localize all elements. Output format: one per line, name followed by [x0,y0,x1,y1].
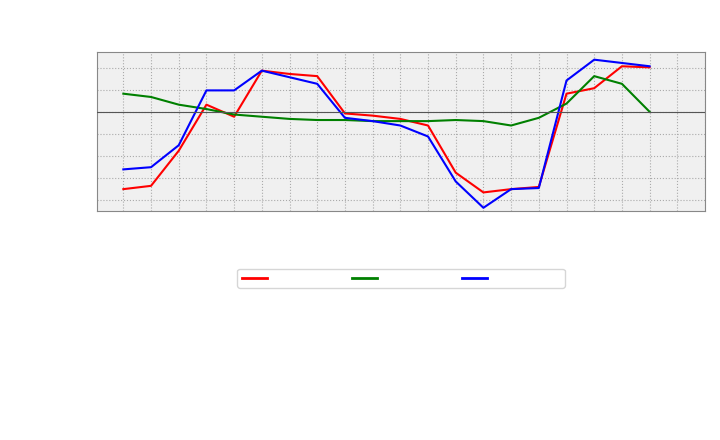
フリーCF [590,57,598,62]
投資CF [590,73,598,79]
フリーCF [285,75,294,80]
フリーCF [369,118,377,124]
フリーCF [562,78,571,83]
営業CF [258,68,266,73]
投資CF [507,123,516,128]
フリーCF [202,88,211,93]
営業CF [451,170,460,175]
Legend: 営業CF, 投資CF, フリーCF: 営業CF, 投資CF, フリーCF [238,269,564,288]
投資CF [423,118,432,124]
営業CF [618,64,626,69]
営業CF [507,187,516,192]
投資CF [645,109,654,114]
営業CF [562,91,571,96]
営業CF [202,102,211,107]
投資CF [451,117,460,123]
Line: 営業CF: 営業CF [123,66,649,192]
フリーCF [119,167,127,172]
営業CF [423,123,432,128]
投資CF [341,117,349,123]
フリーCF [230,88,238,93]
Line: 投資CF: 投資CF [123,76,649,125]
フリーCF [479,205,487,210]
フリーCF [451,179,460,184]
営業CF [341,111,349,116]
営業CF [313,73,322,79]
営業CF [396,116,405,121]
営業CF [369,113,377,118]
営業CF [230,114,238,119]
投資CF [396,118,405,124]
営業CF [479,190,487,195]
営業CF [147,183,156,188]
投資CF [285,116,294,121]
投資CF [369,118,377,124]
フリーCF [507,187,516,192]
営業CF [590,85,598,91]
フリーCF [618,60,626,66]
投資CF [202,106,211,112]
営業CF [285,71,294,77]
投資CF [147,94,156,99]
フリーCF [341,115,349,121]
フリーCF [147,165,156,170]
投資CF [618,81,626,86]
投資CF [119,91,127,96]
フリーCF [534,185,543,191]
フリーCF [258,68,266,73]
営業CF [119,187,127,192]
投資CF [562,101,571,106]
フリーCF [645,64,654,69]
フリーCF [174,143,183,148]
フリーCF [396,123,405,128]
営業CF [174,148,183,154]
Line: フリーCF: フリーCF [123,60,649,208]
営業CF [645,65,654,70]
営業CF [534,184,543,190]
投資CF [479,118,487,124]
フリーCF [423,134,432,139]
投資CF [313,117,322,123]
投資CF [534,115,543,121]
投資CF [258,114,266,119]
投資CF [174,102,183,107]
フリーCF [313,81,322,86]
投資CF [230,112,238,117]
